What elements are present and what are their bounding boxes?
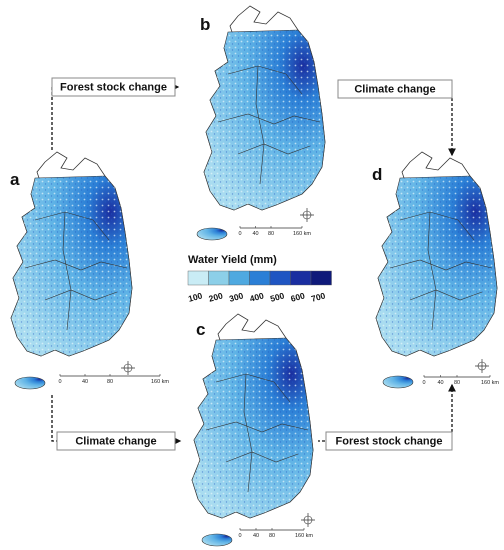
scale-label: 80 [454, 380, 460, 386]
scale-label: 0 [58, 379, 61, 385]
arrow-box [337, 79, 453, 99]
scale-label: 160 km [151, 379, 169, 385]
scale-label: 40 [82, 379, 88, 385]
map-panel: c 0 40 80 160 km [191, 313, 315, 547]
scale-label: 160 km [295, 533, 313, 539]
arrow-box [56, 431, 176, 451]
scale-label: 0 [422, 380, 425, 386]
panel-label: c [196, 320, 205, 339]
panel-label: d [372, 165, 382, 184]
map-panel: d 0 40 80 160 km [372, 151, 499, 389]
legend-swatch [269, 270, 291, 286]
jeju-island [201, 533, 233, 547]
scale-label: 40 [252, 231, 258, 237]
arrow-label: Forest stock change [60, 81, 167, 93]
scale-label: 80 [268, 231, 274, 237]
legend-swatch [187, 270, 209, 286]
scale-label: 40 [437, 380, 443, 386]
korea-map [10, 151, 133, 357]
north-arrow-cross [475, 359, 489, 373]
legend-title: Water Yield (mm) [188, 254, 277, 266]
jeju-island [14, 376, 46, 390]
panel-label: a [10, 170, 20, 189]
legend-swatch [290, 270, 312, 286]
arrow-label: Forest stock change [336, 435, 443, 447]
arrow-label: Climate change [354, 83, 435, 95]
arrow-box [325, 431, 453, 451]
korea-map [191, 313, 314, 519]
flow-arrow [51, 395, 180, 441]
north-arrow-cross [301, 513, 315, 527]
legend-label: 200 [208, 290, 225, 303]
scale-label: 0 [238, 231, 241, 237]
legend-swatch [249, 270, 271, 286]
jeju-island [196, 227, 228, 241]
arrow-box [51, 77, 176, 97]
scale-label: 80 [107, 379, 113, 385]
scale-label: 0 [238, 533, 241, 539]
legend-label: 400 [249, 290, 266, 303]
north-arrow-cross [121, 361, 135, 375]
jeju-island [382, 375, 414, 389]
legend-label: 300 [228, 290, 245, 303]
arrow-label: Climate change [75, 435, 156, 447]
legend-label: 500 [269, 290, 286, 303]
scale-label: 40 [253, 533, 259, 539]
panel-label: b [200, 15, 210, 34]
north-arrow-cross [300, 208, 314, 222]
scale-label: 160 km [481, 380, 499, 386]
map-panel: a 0 40 80 160 km [10, 151, 169, 390]
map-panel: b 0 40 80 160 km [196, 5, 326, 241]
legend-swatch [208, 270, 230, 286]
legend-swatch [228, 270, 250, 286]
legend-swatch [310, 270, 332, 286]
korea-map [375, 151, 498, 357]
scale-label: 160 km [293, 231, 311, 237]
legend-label: 600 [290, 290, 307, 303]
legend-label: 700 [310, 290, 327, 303]
korea-map [203, 5, 326, 211]
legend-label: 100 [187, 290, 204, 303]
scale-label: 80 [269, 533, 275, 539]
